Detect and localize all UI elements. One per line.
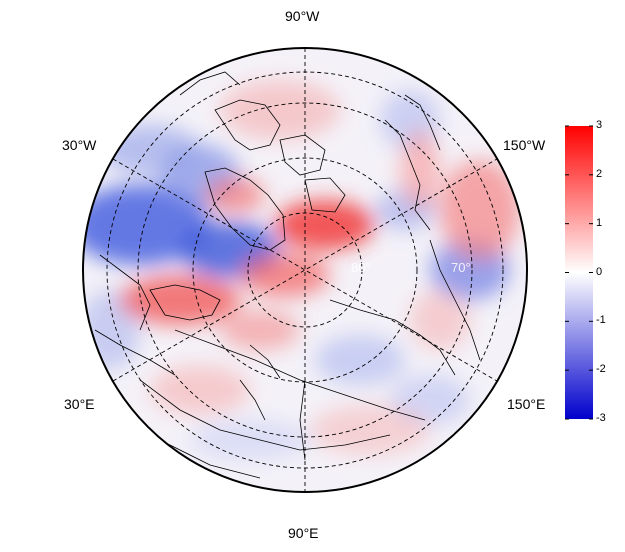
label-150w: 150°W <box>503 137 546 153</box>
label-30w: 30°W <box>62 137 97 153</box>
label-90w: 90°W <box>285 8 320 24</box>
label-lat-70: 70° <box>451 260 471 275</box>
label-lat-80: 80° <box>351 260 371 275</box>
label-30e: 30°E <box>64 396 95 412</box>
colorbar-tick-label: 3 <box>596 119 603 131</box>
anomaly-field <box>83 48 527 492</box>
colorbar-tick-label: -2 <box>596 363 606 376</box>
colorbar-tick-label: 0 <box>596 265 603 278</box>
label-90e: 90°E <box>288 525 319 541</box>
colorbar-tick-label: -3 <box>596 412 606 424</box>
colorbar-tick-label: 2 <box>596 167 603 180</box>
label-150e: 150°E <box>507 396 546 412</box>
colorbar <box>565 126 593 419</box>
colorbar-tick-label: 1 <box>596 216 603 229</box>
map-frame <box>82 47 528 493</box>
colorbar-tickmarks <box>565 125 593 420</box>
coastlines <box>94 71 481 479</box>
graticule <box>106 48 504 492</box>
colorbar-tick-label: -1 <box>596 314 606 327</box>
